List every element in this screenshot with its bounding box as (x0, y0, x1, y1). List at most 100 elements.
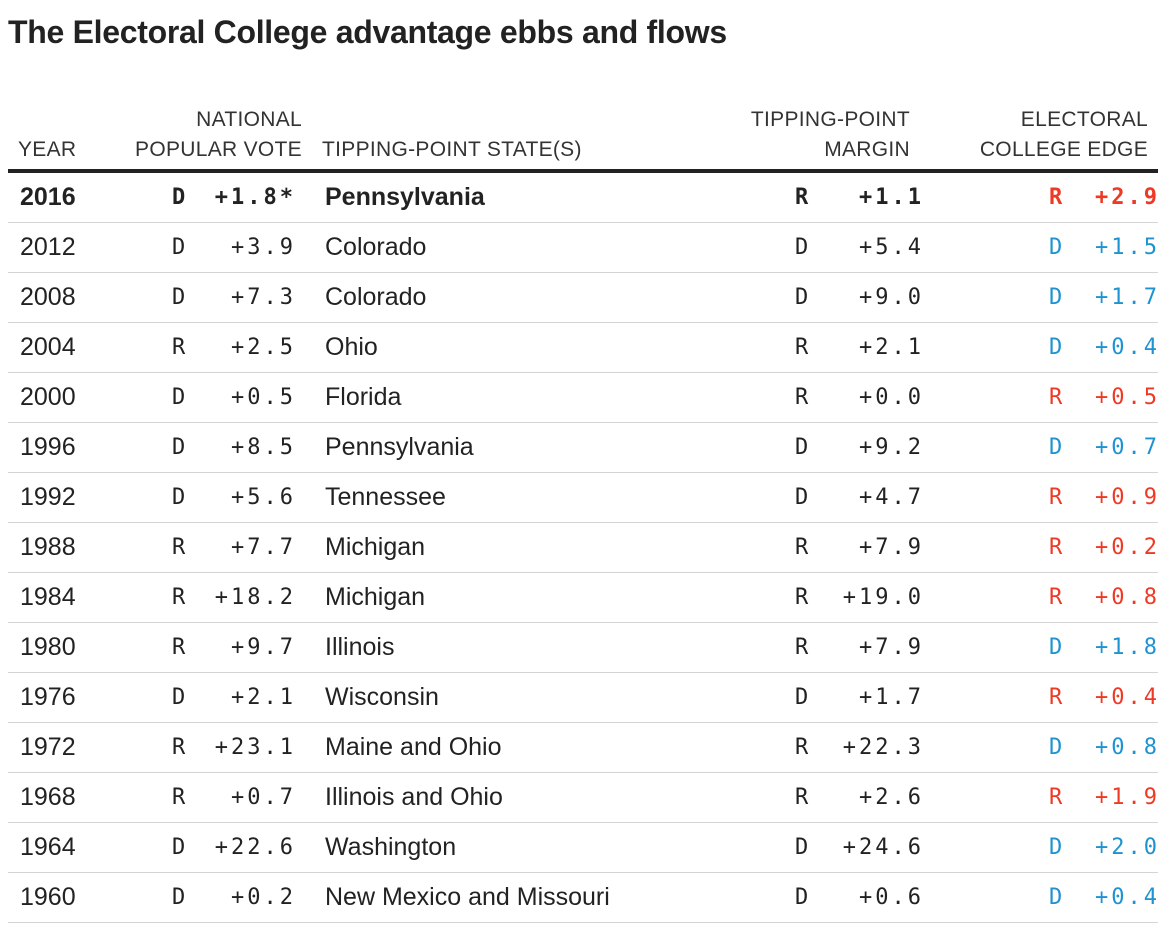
tipping-point-state: Pennsylvania (325, 183, 485, 211)
table-row: 2008 D +7.3 Colorado D +9.0 D +1.7 (8, 273, 1158, 323)
tipping-point-margin: +2.6 (859, 785, 924, 810)
year-cell: 1976 (20, 683, 76, 711)
popular-vote-party: D (172, 885, 189, 910)
popular-vote-margin: +0.7 (231, 785, 296, 810)
year-cell: 1988 (20, 533, 76, 561)
popular-vote-party: R (172, 735, 189, 760)
tipping-point-state: Pennsylvania (325, 433, 474, 461)
tipping-point-party: D (795, 485, 812, 510)
popular-vote-margin: +5.6 (231, 485, 296, 510)
year-cell: 1996 (20, 433, 76, 461)
year-cell: 1960 (20, 883, 76, 911)
electoral-edge-party: D (1049, 235, 1066, 260)
electoral-edge-party: R (1049, 585, 1066, 610)
tipping-point-party: D (795, 235, 812, 260)
header-popular-vote-line2: POPULAR VOTE (135, 138, 302, 161)
tipping-point-party: R (795, 785, 812, 810)
table-row: 1984 R +18.2 Michigan R +19.0 R +0.8 (8, 573, 1158, 623)
tipping-point-margin: +19.0 (842, 585, 924, 610)
popular-vote-party: D (172, 235, 189, 260)
header-rule (8, 169, 1158, 173)
electoral-edge-value: +0.5 (1095, 385, 1160, 410)
year-cell: 2012 (20, 233, 76, 261)
popular-vote-party: D (172, 485, 189, 510)
table-row: 2004 R +2.5 Ohio R +2.1 D +0.4 (8, 323, 1158, 373)
tipping-point-margin: +9.0 (859, 285, 924, 310)
table-row: 1972 R +23.1 Maine and Ohio R +22.3 D +0.8 (8, 723, 1158, 773)
header-ec-edge-line2: COLLEGE EDGE (979, 138, 1148, 161)
tipping-point-state: Michigan (325, 583, 426, 611)
tipping-point-party: R (795, 185, 812, 210)
table-row: 1960 D +0.2 New Mexico and Missouri D +0.6 D +0… (8, 873, 1158, 923)
electoral-edge-party: R (1049, 185, 1066, 210)
electoral-edge-value: +0.4 (1095, 685, 1160, 710)
tipping-point-margin: +0.0 (859, 385, 924, 410)
popular-vote-party: R (172, 585, 189, 610)
tipping-point-margin: +2.1 (859, 335, 924, 360)
tipping-point-state: Ohio (325, 333, 378, 361)
header-tp-margin-line1: TIPPING-POINT (750, 108, 910, 131)
tipping-point-party: R (795, 335, 812, 360)
tipping-point-state: Colorado (325, 233, 427, 261)
tipping-point-party: R (795, 385, 812, 410)
electoral-edge-party: R (1049, 685, 1066, 710)
header-ec-edge-line1: ELECTORAL (1020, 108, 1148, 131)
popular-vote-party: R (172, 635, 189, 660)
year-cell: 1972 (20, 733, 76, 761)
year-cell: 2016 (20, 183, 76, 211)
tipping-point-margin: +24.6 (842, 835, 924, 860)
tipping-point-margin: +9.2 (859, 435, 924, 460)
electoral-edge-value: +0.8 (1095, 585, 1160, 610)
tipping-point-margin: +7.9 (859, 535, 924, 560)
electoral-edge-party: D (1049, 635, 1066, 660)
popular-vote-margin: +23.1 (214, 735, 296, 760)
tipping-point-margin: +7.9 (859, 635, 924, 660)
header-popular-vote: NATIONAL POPULAR VOTE (110, 105, 302, 165)
electoral-edge-value: +0.8 (1095, 735, 1160, 760)
tipping-point-state: Washington (325, 833, 457, 861)
tipping-point-party: R (795, 535, 812, 560)
electoral-edge-value: +0.4 (1095, 335, 1160, 360)
popular-vote-party: R (172, 335, 189, 360)
popular-vote-party: D (172, 385, 189, 410)
year-cell: 1992 (20, 483, 76, 511)
tipping-point-margin: +5.4 (859, 235, 924, 260)
popular-vote-party: D (172, 685, 189, 710)
tipping-point-party: R (795, 735, 812, 760)
popular-vote-margin: +8.5 (231, 435, 296, 460)
table-row: 1976 D +2.1 Wisconsin D +1.7 R +0.4 (8, 673, 1158, 723)
electoral-edge-value: +2.0 (1095, 835, 1160, 860)
tipping-point-state: Maine and Ohio (325, 733, 502, 761)
electoral-edge-value: +0.4 (1095, 885, 1160, 910)
electoral-edge-value: +0.7 (1095, 435, 1160, 460)
electoral-edge-value: +1.7 (1095, 285, 1160, 310)
popular-vote-margin: +2.5 (231, 335, 296, 360)
popular-vote-margin: +9.7 (231, 635, 296, 660)
popular-vote-margin: +2.1 (231, 685, 296, 710)
electoral-edge-party: D (1049, 335, 1066, 360)
electoral-edge-value: +2.9 (1095, 185, 1160, 210)
electoral-edge-value: +1.9 (1095, 785, 1160, 810)
electoral-edge-party: D (1049, 435, 1066, 460)
tipping-point-state: New Mexico and Missouri (325, 883, 610, 911)
tipping-point-state: Illinois (325, 633, 395, 661)
popular-vote-party: D (172, 435, 189, 460)
header-year: YEAR (18, 138, 77, 161)
electoral-edge-party: R (1049, 535, 1066, 560)
electoral-edge-party: R (1049, 385, 1066, 410)
popular-vote-party: D (172, 185, 189, 210)
tipping-point-state: Florida (325, 383, 402, 411)
popular-vote-party: R (172, 785, 189, 810)
table-row: 1980 R +9.7 Illinois R +7.9 D +1.8 (8, 623, 1158, 673)
tipping-point-party: D (795, 835, 812, 860)
year-cell: 1964 (20, 833, 76, 861)
popular-vote-party: R (172, 535, 189, 560)
year-cell: 1984 (20, 583, 76, 611)
tipping-point-party: D (795, 685, 812, 710)
tipping-point-party: D (795, 435, 812, 460)
tipping-point-state: Colorado (325, 283, 427, 311)
table-row: 1996 D +8.5 Pennsylvania D +9.2 D +0.7 (8, 423, 1158, 473)
header-state: TIPPING-POINT STATE(S) (322, 138, 582, 161)
tipping-point-party: R (795, 635, 812, 660)
electoral-edge-party: D (1049, 835, 1066, 860)
